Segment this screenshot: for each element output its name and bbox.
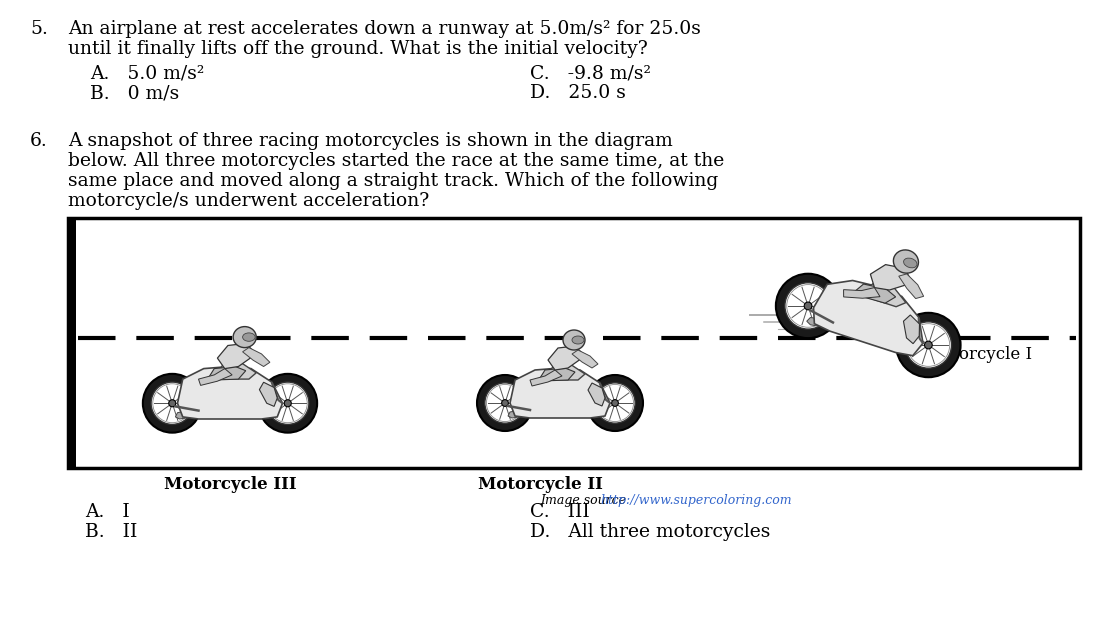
Text: motorcycle/s underwent acceleration?: motorcycle/s underwent acceleration?	[68, 192, 429, 210]
Polygon shape	[814, 281, 923, 355]
Text: http://www.supercoloring.com: http://www.supercoloring.com	[600, 494, 792, 507]
Text: B.   0 m/s: B. 0 m/s	[90, 84, 180, 102]
Polygon shape	[508, 410, 532, 418]
Polygon shape	[540, 368, 574, 381]
Circle shape	[151, 382, 193, 425]
Text: A.   I: A. I	[85, 503, 130, 521]
Text: Motorcycle II: Motorcycle II	[478, 476, 602, 493]
Circle shape	[776, 274, 841, 338]
Ellipse shape	[894, 250, 918, 273]
Circle shape	[896, 313, 960, 377]
Circle shape	[785, 283, 832, 329]
Circle shape	[804, 302, 812, 310]
Circle shape	[925, 341, 933, 349]
Circle shape	[501, 399, 508, 406]
Circle shape	[284, 400, 292, 407]
Text: Motorcycle I: Motorcycle I	[925, 346, 1032, 363]
Bar	[68, 218, 77, 468]
Text: C.   III: C. III	[530, 503, 590, 521]
Text: D.   All three motorcycles: D. All three motorcycles	[530, 523, 771, 541]
Polygon shape	[545, 364, 586, 380]
Bar	[68, 218, 1080, 468]
Polygon shape	[844, 288, 881, 298]
Polygon shape	[588, 383, 606, 406]
Polygon shape	[217, 344, 256, 369]
Text: C.   -9.8 m/s²: C. -9.8 m/s²	[530, 64, 651, 82]
Polygon shape	[214, 362, 256, 379]
Circle shape	[258, 374, 317, 433]
Circle shape	[169, 400, 176, 407]
Text: 5.: 5.	[30, 20, 48, 38]
Circle shape	[905, 322, 952, 368]
Ellipse shape	[243, 333, 255, 341]
Polygon shape	[806, 318, 835, 327]
Circle shape	[594, 383, 635, 423]
Text: A snapshot of three racing motorcycles is shown in the diagram: A snapshot of three racing motorcycles i…	[68, 132, 673, 150]
Polygon shape	[855, 284, 896, 303]
Text: An airplane at rest accelerates down a runway at 5.0m/s² for 25.0s: An airplane at rest accelerates down a r…	[68, 20, 701, 38]
Text: Image source: Image source	[540, 494, 630, 507]
Text: 6.: 6.	[30, 132, 48, 150]
Polygon shape	[572, 350, 598, 368]
Text: Motorcycle III: Motorcycle III	[164, 476, 296, 493]
Polygon shape	[898, 274, 924, 298]
Polygon shape	[861, 281, 906, 306]
Circle shape	[143, 374, 202, 433]
Polygon shape	[871, 264, 913, 290]
Ellipse shape	[904, 258, 917, 268]
Text: B.   II: B. II	[85, 523, 138, 541]
Polygon shape	[199, 369, 232, 386]
Circle shape	[477, 375, 533, 431]
Text: A.   5.0 m/s²: A. 5.0 m/s²	[90, 64, 204, 82]
Polygon shape	[260, 382, 277, 406]
Polygon shape	[208, 367, 246, 380]
Polygon shape	[175, 411, 201, 419]
Text: below. All three motorcycles started the race at the same time, at the: below. All three motorcycles started the…	[68, 152, 724, 170]
Polygon shape	[243, 348, 269, 367]
Polygon shape	[177, 367, 283, 419]
Ellipse shape	[572, 336, 584, 344]
Ellipse shape	[233, 327, 256, 348]
Polygon shape	[510, 368, 610, 418]
Circle shape	[612, 399, 619, 406]
Circle shape	[485, 383, 526, 423]
Text: same place and moved along a straight track. Which of the following: same place and moved along a straight tr…	[68, 172, 719, 190]
Polygon shape	[904, 315, 919, 344]
Circle shape	[266, 382, 309, 425]
Text: until it finally lifts off the ground. What is the initial velocity?: until it finally lifts off the ground. W…	[68, 40, 648, 58]
Polygon shape	[530, 370, 562, 386]
Circle shape	[587, 375, 643, 431]
Ellipse shape	[563, 330, 586, 350]
Polygon shape	[548, 346, 586, 370]
Text: D.   25.0 s: D. 25.0 s	[530, 84, 625, 102]
